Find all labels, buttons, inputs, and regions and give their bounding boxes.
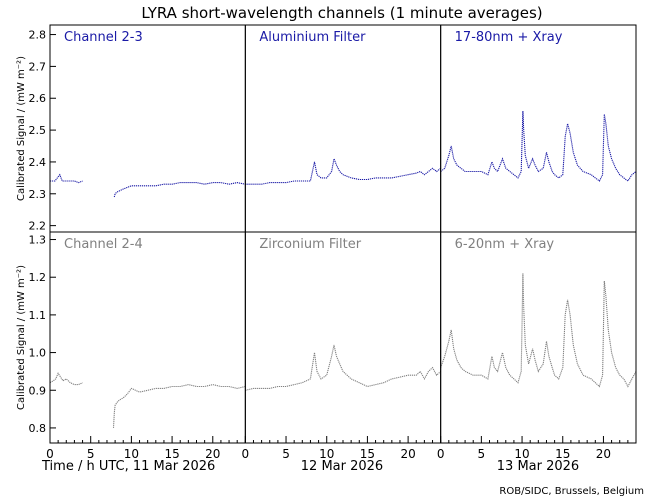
x-tick-label-day1-0: 0 [46,447,54,461]
panel-label-row1-col3: 17-80nm + Xray [455,30,563,45]
x-tick-label-day3-2: 10 [514,447,529,461]
y-axis-label-row1: Calibrated Signal / (mW m⁻²) [16,56,27,201]
y-tick-label-row2-2: 1.0 [29,347,47,360]
axes: Channel 2-3 Aluminium Filter 17-80nm + Xra… [16,29,637,461]
series-line-row1-day1-seg1 [50,173,83,184]
y-tick-label-row2-5: 1.3 [29,234,47,247]
y-tick-label-row2-3: 1.1 [29,309,47,322]
x-tick-label-day2-3: 15 [360,447,375,461]
x-tick-label-day3-0: 0 [437,447,445,461]
plot-area [49,110,637,428]
y-tick-label-row2-1: 0.9 [29,384,47,397]
series-line-row1-day3-seg1 [440,110,637,182]
x-tick-label-day1-4: 20 [205,447,220,461]
y-tick-label-row1-3: 2.5 [29,124,47,137]
x-tick-label-day2-4: 20 [400,447,415,461]
panel-label-row2-col1: Channel 2-4 [64,237,143,252]
y-tick-label-row1-6: 2.8 [29,29,47,42]
x-tick-label-day1-2: 10 [124,447,139,461]
x-tick-label-day3-3: 15 [555,447,570,461]
x-tick-label-day3-4: 20 [596,447,611,461]
day-label-3: 13 Mar 2026 [497,459,579,474]
y-tick-label-row1-0: 2.2 [29,220,47,233]
series-line-row1-day1-seg2 [113,182,246,198]
x-tick-label-day2-0: 0 [242,447,250,461]
y-tick-label-row1-4: 2.6 [29,92,47,105]
series-line-row2-day2-seg1 [245,344,442,391]
y-tick-label-row2-4: 1.2 [29,271,47,284]
credit-text: ROB/SIDC, Brussels, Belgium [499,486,644,497]
panel-label-row2-col2: Zirconium Filter [259,237,361,252]
series-line-row2-day1-seg2 [112,384,246,428]
y-tick-label-row1-1: 2.3 [29,188,47,201]
day-label-2: 12 Mar 2026 [301,459,383,474]
y-tick-label-row1-5: 2.7 [29,60,47,73]
panel-label-row1-col1: Channel 2-3 [64,30,143,45]
x-tick-label-day1-1: 5 [87,447,95,461]
series-line-row2-day1-seg1 [49,372,83,386]
x-tick-label-day2-1: 5 [282,447,290,461]
y-axis-label-row2: Calibrated Signal / (mW m⁻²) [16,265,27,410]
chart-title: LYRA short-wavelength channels (1 minute… [141,4,542,22]
panel-label-row1-col2: Aluminium Filter [259,30,366,45]
y-tick-label-row2-0: 0.8 [29,422,47,435]
day-label-1: Time / h UTC, 11 Mar 2026 [41,459,215,474]
series-line-row2-day3-seg1 [440,273,637,388]
x-tick-label-day2-2: 10 [319,447,334,461]
x-tick-label-day3-1: 5 [478,447,486,461]
panel-label-row2-col3: 6-20nm + Xray [455,237,555,252]
x-tick-label-day1-3: 15 [164,447,179,461]
y-tick-label-row1-2: 2.4 [29,156,47,169]
